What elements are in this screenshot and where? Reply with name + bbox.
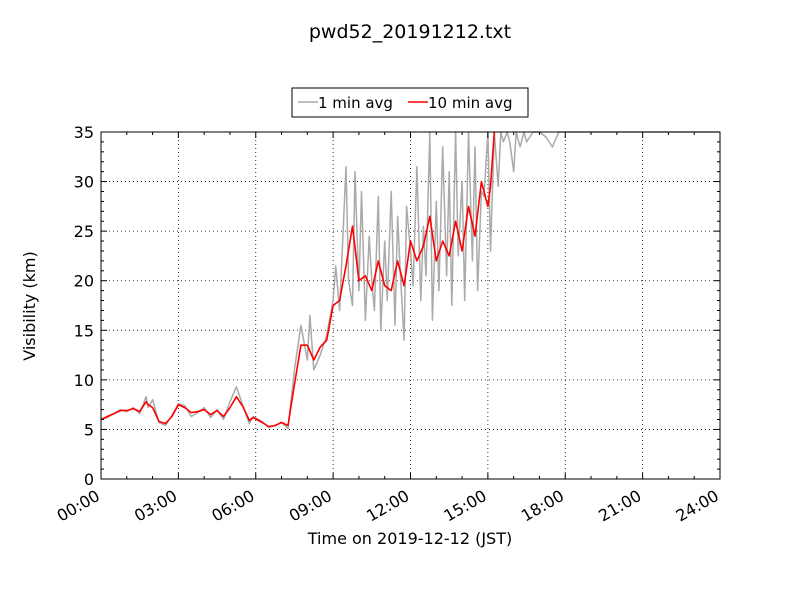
plot-frame — [100, 131, 721, 480]
y-tick-label: 20 — [74, 272, 94, 291]
legend: 1 min avg 10 min avg — [291, 87, 529, 118]
legend-label-1min: 1 min avg — [318, 94, 393, 112]
series-layer — [100, 131, 720, 430]
y-tick-label: 10 — [74, 371, 94, 390]
series-line-10min-avg — [100, 131, 496, 428]
y-tick-labels: 0 5 10 15 20 25 30 35 — [74, 123, 94, 489]
y-tick-label: 5 — [84, 420, 94, 439]
y-tick-label: 30 — [74, 173, 94, 192]
chart-title: pwd52_20191212.txt — [309, 21, 511, 43]
legend-label-10min: 10 min avg — [428, 94, 513, 112]
y-axis-label: Visibility (km) — [20, 251, 39, 360]
y-tick-label: 25 — [74, 222, 94, 241]
y-tick-label: 35 — [74, 123, 94, 142]
y-tick-label: 0 — [84, 470, 94, 489]
x-axis-label: Time on 2019-12-12 (JST) — [307, 529, 512, 548]
y-tick-label: 15 — [74, 321, 94, 340]
